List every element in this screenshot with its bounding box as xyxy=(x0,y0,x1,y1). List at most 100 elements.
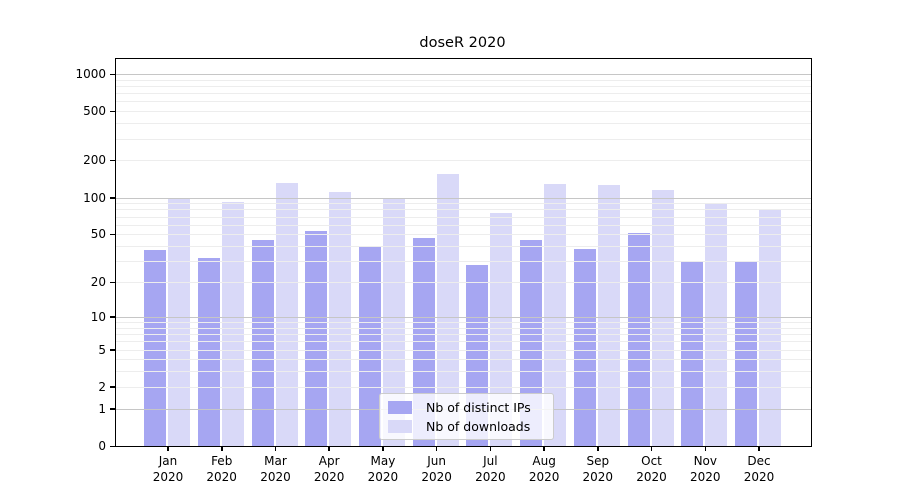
bar-downloads-nov xyxy=(705,203,728,446)
y-axis-tick xyxy=(110,281,115,284)
bar-distinct-ips-apr xyxy=(305,231,328,446)
x-axis-tick-label: Jul 2020 xyxy=(462,453,518,485)
bar-distinct-ips-mar xyxy=(251,239,274,446)
month-label: Jul xyxy=(483,454,498,468)
x-axis-tick-label: Jun 2020 xyxy=(409,453,465,485)
x-axis-tick-label: May 2020 xyxy=(355,453,411,485)
x-axis-tick xyxy=(543,446,545,451)
year-label: 2020 xyxy=(743,470,775,484)
bar-distinct-ips-sep xyxy=(573,248,596,446)
x-axis-tick-label: Oct 2020 xyxy=(624,453,680,485)
year-label: 2020 xyxy=(260,470,291,484)
y-axis-tick-label: 50 xyxy=(90,227,106,242)
y-axis-tick xyxy=(110,159,115,162)
legend-label-downloads: Nb of downloads xyxy=(426,418,531,434)
y-axis-tick-label: 1 xyxy=(98,401,106,416)
y-axis-tick xyxy=(110,233,115,236)
bar-downloads-sep xyxy=(597,184,620,446)
year-label: 2020 xyxy=(367,470,399,484)
bar-distinct-ips-jan xyxy=(144,250,166,446)
x-axis-tick-label: Mar 2020 xyxy=(248,453,304,485)
legend-label-distinct-ips: Nb of distinct IPs xyxy=(426,399,531,415)
year-label: 2020 xyxy=(313,470,345,484)
legend-item-downloads: Nb of downloads xyxy=(384,418,549,434)
bars-layer xyxy=(116,59,811,446)
x-axis-tick-label: Aug 2020 xyxy=(516,453,572,485)
year-label: 2020 xyxy=(475,470,506,484)
x-axis-tick xyxy=(597,446,599,451)
x-axis-tick xyxy=(650,446,653,451)
y-axis-tick-label: 200 xyxy=(83,153,106,168)
x-axis-tick xyxy=(489,446,492,451)
x-axis-tick xyxy=(704,446,706,451)
bar-distinct-ips-feb xyxy=(197,257,220,446)
year-label: 2020 xyxy=(152,470,184,484)
y-axis-tick-label: 500 xyxy=(83,104,106,119)
year-label: 2020 xyxy=(206,470,237,484)
month-label: May xyxy=(370,454,396,468)
month-label: Jun xyxy=(427,454,446,468)
x-axis-tick-label: Feb 2020 xyxy=(194,453,250,485)
x-axis-tick-label: Dec 2020 xyxy=(731,453,787,485)
month-label: Dec xyxy=(747,454,771,468)
month-label: Apr xyxy=(318,454,340,468)
bar-downloads-mar xyxy=(275,183,298,446)
year-label: 2020 xyxy=(421,470,452,484)
y-axis-tick xyxy=(110,73,115,75)
bar-downloads-jun xyxy=(436,174,459,446)
y-axis-tick-label: 20 xyxy=(90,275,106,290)
x-axis-tick-label: Apr 2020 xyxy=(301,453,357,485)
bar-distinct-ips-oct xyxy=(627,233,650,446)
y-axis-tick-label: 5 xyxy=(98,342,106,357)
bar-distinct-ips-dec xyxy=(735,261,757,446)
bar-distinct-ips-may xyxy=(358,247,381,446)
bar-downloads-oct xyxy=(651,190,674,446)
x-axis-tick xyxy=(221,446,223,451)
y-axis-tick xyxy=(110,349,115,351)
x-axis-tick xyxy=(758,446,760,451)
year-label: 2020 xyxy=(582,470,614,484)
x-axis-tick xyxy=(328,446,330,451)
x-axis-tick xyxy=(274,446,277,451)
y-axis-tick-label: 100 xyxy=(83,190,106,205)
month-label: Sep xyxy=(586,454,610,468)
legend: Nb of distinct IPs Nb of downloads xyxy=(379,393,554,440)
bar-downloads-dec xyxy=(759,208,781,446)
y-axis-tick xyxy=(110,316,115,318)
y-axis-tick xyxy=(110,445,115,447)
x-axis-tick-label: Nov 2020 xyxy=(677,453,733,485)
month-label: Mar xyxy=(264,454,287,468)
x-axis-tick xyxy=(382,446,384,451)
y-axis-tick xyxy=(110,197,115,199)
chart-title: doseR 2020 xyxy=(419,35,506,51)
month-label: Oct xyxy=(641,454,662,468)
axis-layer: 1000 500 200 100 50 20 10 5 2 1 0 Jan 2020 Feb 2020 Mar… xyxy=(75,59,811,484)
y-axis-tick xyxy=(110,110,115,113)
year-label: 2020 xyxy=(690,470,721,484)
x-axis-tick xyxy=(167,446,169,451)
y-axis-tick-label: 0 xyxy=(98,439,106,453)
month-label: Jan xyxy=(158,454,178,468)
year-label: 2020 xyxy=(528,470,560,484)
legend-item-distinct-ips: Nb of distinct IPs xyxy=(384,399,549,415)
bar-downloads-apr xyxy=(329,191,352,446)
month-label: Feb xyxy=(211,454,233,468)
bar-downloads-feb xyxy=(221,201,244,446)
y-axis-tick-label: 2 xyxy=(98,379,106,394)
y-axis-tick-label: 1000 xyxy=(75,67,106,81)
plot-area: 1000 500 200 100 50 20 10 5 2 1 0 Jan 2020 Feb 2020 Mar… xyxy=(75,58,812,484)
bar-downloads-jan xyxy=(168,197,190,446)
x-axis-tick xyxy=(435,446,438,451)
bar-distinct-ips-nov xyxy=(681,261,704,446)
y-axis-tick xyxy=(110,408,115,410)
y-axis-tick xyxy=(110,386,115,388)
x-axis-tick-label: Sep 2020 xyxy=(570,453,626,485)
legend-swatch-distinct-ips xyxy=(388,400,412,414)
legend-swatch-downloads xyxy=(388,419,412,433)
x-axis-tick-label: Jan 2020 xyxy=(140,453,196,485)
bar-downloads-aug xyxy=(544,183,567,446)
month-label: Nov xyxy=(693,454,717,468)
y-axis-tick-label: 10 xyxy=(90,309,106,324)
year-label: 2020 xyxy=(636,470,667,484)
